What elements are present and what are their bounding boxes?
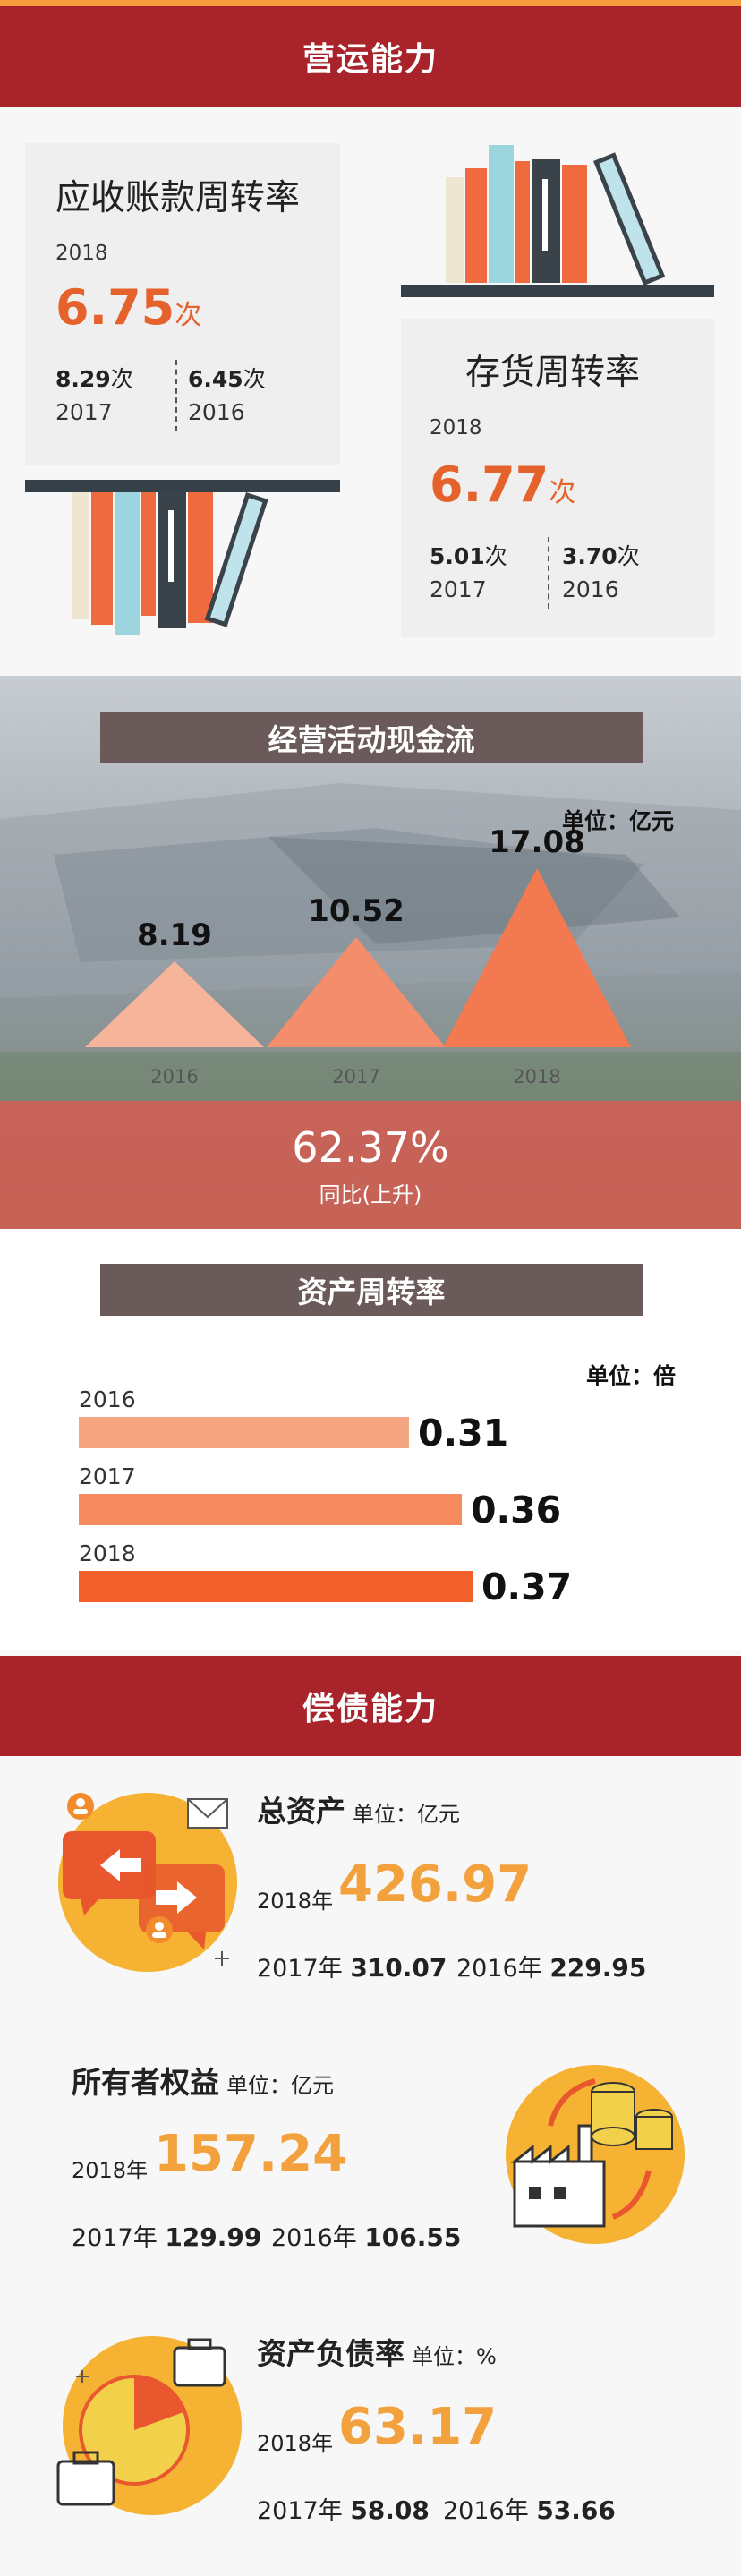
debt-ratio-value: 63.17 [338, 2398, 498, 2456]
asset-turnover-bar-2017 [79, 1494, 462, 1525]
cashflow-change-label: 同比(上升) [319, 1182, 422, 1207]
shelf [25, 480, 340, 492]
asset-turnover-bar-2016 [79, 1417, 409, 1448]
divider [175, 360, 177, 431]
debt-ratio-2016: 2016年 53.66 [443, 2495, 616, 2525]
cashflow-change-value: 62.37% [292, 1123, 449, 1172]
cashflow-value-label: 10.52 [308, 893, 405, 929]
debt-ratio-2017: 2017年 58.08 [257, 2495, 430, 2525]
total-assets-year-label: 2018年 [257, 1889, 334, 1914]
cashflow-triangle-2017 [267, 936, 446, 1047]
top-accent-line [0, 0, 741, 6]
inventory-2016-year: 2016 [562, 576, 619, 602]
total-assets-title: 总资产 单位：亿元 [257, 1794, 460, 1829]
receivable-value: 6.75次 [55, 279, 202, 336]
receivable-year: 2018 [55, 242, 108, 265]
chat-people-icon [58, 1793, 237, 1972]
solvency-section-header: 偿债能力 [0, 1656, 741, 1756]
equity-year-label: 2018年 [72, 2158, 149, 2183]
equity-2017: 2017年 129.99 [72, 2222, 262, 2252]
asset-turnover-value-label: 0.36 [471, 1488, 562, 1531]
inventory-2017-value: 5.01次 [430, 543, 507, 569]
cashflow-year-label: 2017 [332, 1066, 379, 1088]
factory-coins-icon [506, 2065, 685, 2244]
cashflow-chart: 8.19 2016 10.52 2017 17.08 2018 [85, 824, 631, 1088]
inventory-2016-value: 3.70次 [562, 543, 640, 569]
cashflow-triangle-2018 [443, 868, 631, 1047]
equity-2016: 2016年 106.55 [271, 2222, 462, 2252]
asset-turnover-banner: 资产周转率 [100, 1264, 643, 1316]
books-icon [446, 145, 666, 286]
asset-turnover-year-label: 2017 [79, 1463, 136, 1489]
inventory-title: 存货周转率 [465, 353, 641, 393]
receivable-2017-year: 2017 [55, 399, 113, 425]
cashflow-value-label: 17.08 [489, 824, 585, 860]
asset-turnover-year-label: 2016 [79, 1386, 136, 1412]
cashflow-triangle-2016 [85, 961, 264, 1047]
asset-turnover-unit-label: 单位：倍 [586, 1363, 677, 1389]
cashflow-banner: 经营活动现金流 [100, 712, 643, 763]
equity-title: 所有者权益 单位：亿元 [72, 2065, 334, 2100]
shelf [401, 285, 714, 297]
total-assets-2017: 2017年 310.07 [257, 1953, 447, 1983]
receivable-title: 应收账款周转率 [55, 178, 301, 218]
cashflow-year-label: 2016 [150, 1066, 198, 1088]
asset-turnover-value-label: 0.37 [481, 1565, 573, 1608]
asset-turnover-year-label: 2018 [79, 1540, 136, 1566]
receivable-2017-value: 8.29次 [55, 366, 133, 392]
cashflow-value-label: 8.19 [137, 917, 212, 953]
inventory-value: 6.77次 [430, 456, 576, 513]
inventory-turnover-card [401, 319, 714, 637]
operating-section-header: 营运能力 [0, 6, 741, 107]
receivable-2016-year: 2016 [188, 399, 245, 425]
asset-turnover-bar-2018 [79, 1571, 473, 1602]
divider [548, 537, 549, 609]
pie-briefcase-icon [56, 2336, 242, 2515]
cashflow-year-label: 2018 [513, 1066, 560, 1088]
receivable-turnover-card [25, 143, 340, 465]
inventory-year: 2018 [430, 416, 482, 439]
total-assets-value: 426.97 [338, 1855, 532, 1914]
asset-turnover-value-label: 0.31 [418, 1412, 509, 1454]
cashflow-change-band [0, 1101, 741, 1229]
receivable-2016-value: 6.45次 [188, 366, 266, 392]
debt-ratio-year-label: 2018年 [257, 2431, 334, 2456]
inventory-2017-year: 2017 [430, 576, 487, 602]
cashflow-unit-label: 单位：亿元 [562, 808, 675, 834]
equity-value: 157.24 [154, 2125, 348, 2183]
debt-ratio-title: 资产负债率 单位：% [257, 2336, 497, 2371]
total-assets-2016: 2016年 229.95 [456, 1953, 647, 1983]
books-icon [72, 492, 268, 635]
